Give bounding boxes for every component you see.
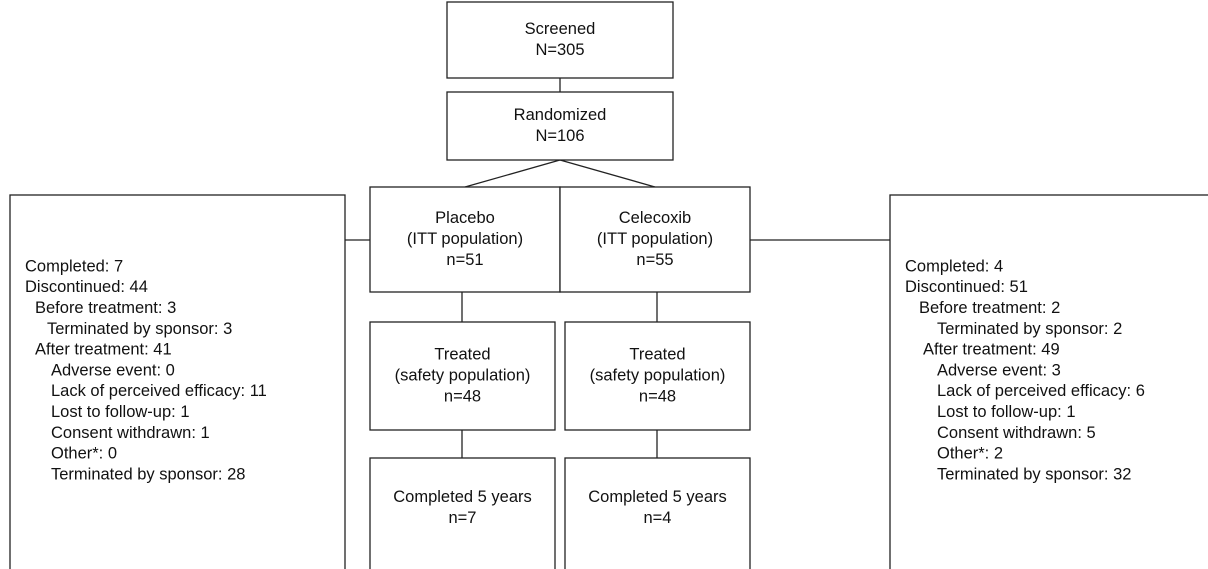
box-text: Placebo [435,209,495,227]
flow-box [559,186,751,293]
side-text: Before treatment: 3 [35,299,176,317]
box-text: Treated [434,345,490,363]
side-text: Lack of perceived efficacy: 11 [51,382,267,400]
box-text: N=106 [535,127,584,145]
box-text: N=305 [535,41,584,59]
side-text: Lost to follow-up: 1 [51,403,190,421]
box-text: Treated [629,345,685,363]
flow-box [369,457,556,569]
box-text: Completed 5 years [393,488,532,506]
side-text: Consent withdrawn: 1 [51,424,210,442]
side-text: Discontinued: 44 [25,278,148,296]
side-text: After treatment: 49 [923,341,1060,359]
connector [464,159,561,188]
flow-box [564,321,751,431]
box-text: n=7 [449,509,477,527]
side-text: Terminated by sponsor: 2 [937,320,1122,338]
box-text: n=55 [636,251,673,269]
flow-box [446,1,674,79]
box-text: (ITT population) [407,230,523,248]
box-text: Celecoxib [619,209,691,227]
side-text: Completed: 4 [905,257,1003,275]
side-box [9,194,346,569]
flow-box [446,91,674,161]
box-text: n=48 [444,387,481,405]
side-text: Lost to follow-up: 1 [937,403,1076,421]
connector [559,159,656,188]
side-text: Other*: 0 [51,445,117,463]
box-text: Completed 5 years [588,488,727,506]
side-text: Completed: 7 [25,257,123,275]
side-text: Discontinued: 51 [905,278,1028,296]
side-text: Terminated by sponsor: 32 [937,465,1131,483]
connectors [345,78,890,458]
flow-box [564,457,751,569]
box-text: (safety population) [395,366,531,384]
side-text: Adverse event: 3 [937,361,1061,379]
box-text: Screened [525,20,596,38]
flow-box [369,321,556,431]
flow-box [369,186,561,293]
side-box [889,194,1208,569]
side-text: Terminated by sponsor: 28 [51,465,245,483]
side-text: Lack of perceived efficacy: 6 [937,382,1145,400]
box-text: (safety population) [590,366,726,384]
side-text: Other*: 2 [937,445,1003,463]
box-text: Randomized [514,106,607,124]
side-text: Terminated by sponsor: 3 [47,320,232,338]
box-text: n=48 [639,387,676,405]
side-text: After treatment: 41 [35,341,172,359]
side-text: Before treatment: 2 [919,299,1060,317]
box-text: (ITT population) [597,230,713,248]
box-text: n=51 [446,251,483,269]
box-text: n=4 [644,509,672,527]
side-text: Consent withdrawn: 5 [937,424,1096,442]
side-text: Adverse event: 0 [51,361,175,379]
